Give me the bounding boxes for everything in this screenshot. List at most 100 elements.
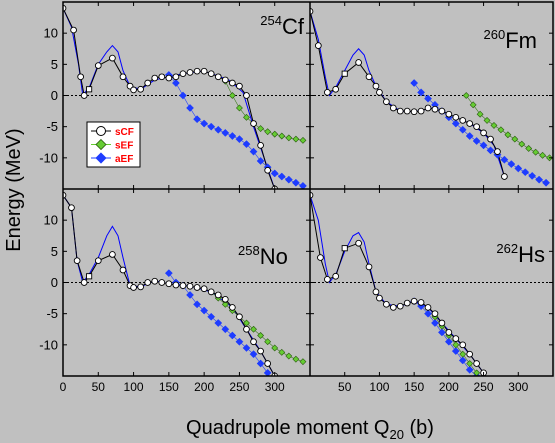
aEF-point: [514, 164, 523, 173]
sCF-point: [137, 85, 144, 93]
sCF-point: [480, 129, 487, 137]
sCF-point: [452, 113, 460, 121]
legend-label-aEF: aEF: [115, 154, 133, 165]
x-tick-label: 150: [159, 380, 179, 394]
aEF-point: [235, 135, 244, 144]
aEF-point: [171, 79, 180, 87]
sCF-point: [109, 54, 116, 62]
y-tick-labels: 10 5 0 -5 -10 10 5 0 -5 -10: [39, 26, 58, 353]
sCF-point: [389, 104, 397, 112]
panel-bottom-right: 262Hs: [309, 189, 553, 376]
aEF-point: [451, 347, 460, 356]
sCF-point: [389, 304, 397, 311]
sCF-point: [376, 89, 383, 96]
sCF-point: [257, 142, 264, 149]
y-tick-label: -5: [46, 119, 58, 134]
sCF-point: [250, 120, 257, 127]
aEF-point: [486, 146, 495, 155]
aEF-point: [242, 343, 251, 352]
sCF-point: [355, 59, 362, 66]
aEF-point: [193, 300, 202, 309]
aEF-point: [410, 79, 419, 87]
x-tick-label: 150: [404, 380, 424, 394]
sCF-point: [314, 42, 322, 49]
aEF-point: [242, 140, 251, 149]
sEF-point: [243, 113, 250, 121]
aEF-point: [256, 156, 265, 165]
x-tick-label: 300: [508, 380, 528, 394]
sCF-point: [403, 299, 411, 307]
aEF-point: [535, 175, 544, 184]
element-symbol: Hs: [518, 242, 545, 267]
x-tick-label: 50: [338, 380, 352, 394]
sCF-point: [396, 302, 404, 310]
isotope-mass: 254: [260, 13, 282, 28]
sEF-point: [525, 145, 533, 152]
aEF-point: [186, 291, 194, 299]
y-tick-label: 10: [44, 26, 58, 41]
sEF-point: [483, 117, 491, 124]
y-tick-label: 0: [51, 88, 58, 103]
sEF-point: [504, 131, 512, 139]
sEF-point: [490, 121, 498, 129]
isotope-mass: 260: [484, 27, 506, 42]
aEF-point: [507, 160, 516, 169]
sCF-point: [372, 288, 380, 296]
sCF-point: [372, 82, 380, 90]
legend-marker-aEF: [95, 152, 107, 164]
sCF-point: [186, 282, 194, 290]
aEF-point: [221, 128, 230, 137]
sCF-point: [80, 279, 88, 286]
sCF-point: [207, 70, 215, 78]
sCF-point: [165, 280, 173, 288]
aEF-point: [228, 132, 237, 140]
sCF-point: [73, 257, 81, 265]
aEF-point: [437, 328, 446, 337]
x-tick-label: 50: [92, 380, 106, 394]
sCF-point: [332, 272, 340, 280]
sEF-point: [250, 325, 257, 333]
aEF-point: [417, 88, 426, 97]
sCF-point: [172, 73, 180, 81]
sCF-point: [383, 300, 390, 308]
sCF-point: [365, 263, 373, 271]
isotope-mass: 258: [238, 243, 260, 258]
sCF-point: [438, 107, 446, 115]
sEF-point: [518, 140, 526, 148]
aEF-point: [214, 319, 223, 327]
aEF-point: [291, 178, 300, 187]
y-tick-label: 5: [51, 57, 58, 72]
legend-label-sEF: sEF: [115, 141, 133, 152]
panel-label: 254Cf: [260, 13, 305, 39]
sEF-point: [292, 355, 300, 363]
sCF-point: [383, 98, 390, 106]
sEF-point: [462, 92, 470, 99]
y-tick-label: -10: [39, 337, 58, 352]
sCF-point: [130, 86, 137, 94]
sCF-point: [473, 123, 480, 131]
theory-line: [310, 11, 505, 177]
sCF-point: [417, 299, 425, 306]
sCF-point: [243, 325, 250, 333]
legend-marker-sEF: [95, 138, 107, 151]
sCF-point: [332, 85, 340, 93]
sCF-point: [229, 304, 236, 311]
sEF-point: [271, 344, 279, 352]
element-symbol: Cf: [282, 14, 305, 39]
aEF-point: [200, 306, 209, 315]
sEF-point: [539, 151, 547, 159]
x-axis-label: Quadrupole moment Q20 (b): [186, 417, 434, 442]
panel-label: 260Fm: [484, 27, 537, 53]
x-tick-labels: 0 50 100 150 200 250 300 50 100 150 200 250 300: [60, 380, 529, 394]
sEF-point: [285, 352, 293, 360]
x-tick-label: 250: [474, 380, 494, 394]
aEF-point: [263, 368, 272, 376]
sEF-point: [299, 136, 307, 144]
aEF-point: [235, 337, 244, 346]
aEF-point: [298, 181, 307, 189]
sCF-point: [403, 107, 411, 115]
sCF-point: [396, 107, 404, 115]
sEF-point: [236, 104, 243, 112]
sCF-point: [179, 70, 187, 78]
aEF-point: [193, 115, 202, 124]
